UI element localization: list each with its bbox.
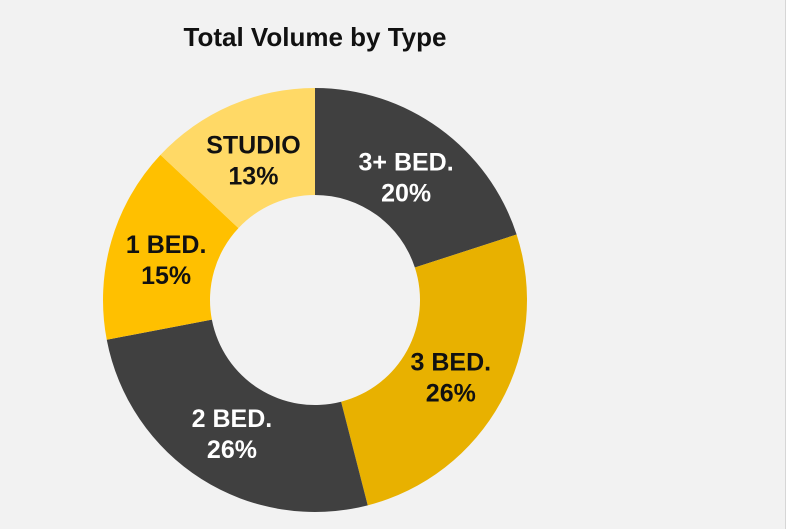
slice-category-label: 3+ BED.	[359, 149, 454, 177]
donut-slice-1-bed	[102, 154, 239, 340]
slice-label: 3 BED. 26%	[411, 349, 492, 408]
chart-title: Total Volume by Type	[183, 22, 447, 52]
slice-category-label: 1 BED.	[126, 231, 207, 259]
donut-slice-studio	[160, 88, 315, 229]
right-edge-strip	[785, 0, 800, 529]
slice-percent-label: 20%	[381, 180, 431, 208]
slice-category-label: 3 BED.	[411, 349, 492, 377]
slice-label: STUDIO 13%	[206, 132, 300, 191]
slice-category-label: STUDIO	[206, 132, 300, 160]
slice-percent-label: 13%	[228, 163, 278, 191]
donut-slice-2-bed	[106, 319, 368, 513]
slice-category-label: 2 BED.	[192, 405, 273, 433]
donut-slice-3-bed	[341, 234, 527, 506]
slice-label: 3+ BED. 20%	[359, 149, 454, 208]
slice-percent-label: 26%	[426, 380, 476, 408]
slice-percent-label: 15%	[141, 262, 191, 290]
slice-percent-label: 26%	[207, 436, 257, 464]
slice-label: 1 BED. 15%	[126, 231, 207, 290]
slice-label: 2 BED. 26%	[192, 405, 273, 464]
donut-slice-3-bed	[315, 88, 517, 268]
